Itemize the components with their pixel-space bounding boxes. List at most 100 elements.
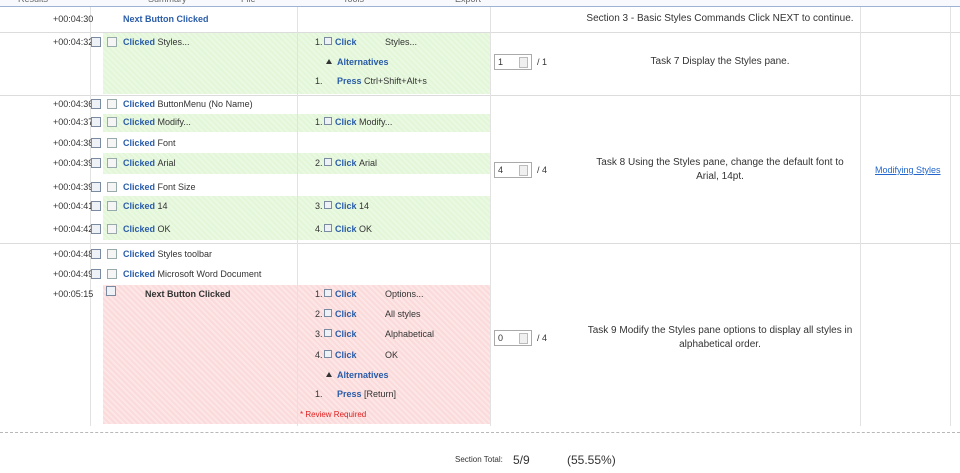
step-verb: Clicked (123, 99, 156, 109)
counter-value: 4 (498, 165, 504, 175)
step-time: +00:04:36 (53, 99, 94, 109)
alternative-target: Ctrl+Shift+Alt+s (364, 76, 427, 86)
step-verb: Clicked (123, 201, 156, 211)
log-icon (91, 269, 101, 279)
detail-icon (324, 289, 332, 297)
step-time: +00:04:41 (53, 201, 94, 211)
detail-verb: Click (335, 201, 357, 211)
task-text: Section 3 - Basic Styles Commands Click … (586, 13, 854, 24)
log-icon (91, 224, 101, 234)
row-border (0, 32, 960, 33)
alternatives-arrow (326, 59, 332, 64)
alternative-text: Press Ctrl+Shift+Alt+s (337, 75, 427, 87)
step-label: Next Button Clicked (123, 14, 209, 24)
log-icon (91, 37, 101, 47)
detail-target: 14 (359, 201, 370, 211)
row-border (0, 95, 960, 96)
step-text: Clicked OK (123, 223, 171, 235)
step-time: +00:05:15 (53, 289, 94, 299)
detail-verb: Click (335, 37, 357, 47)
step-highlight (103, 285, 490, 424)
column-border (950, 7, 951, 426)
review-flag: * Review Required (300, 410, 367, 419)
alternative-target: [Return] (364, 389, 397, 399)
column-border (860, 7, 861, 426)
tab[interactable]: Results (18, 0, 48, 5)
step-icon (107, 99, 117, 109)
counter-spinner[interactable] (519, 333, 528, 344)
tab[interactable]: Summary (148, 0, 187, 5)
detail-verb: Click (335, 329, 357, 339)
detail-target: All styles (385, 309, 421, 319)
step-verb: Clicked (123, 269, 156, 279)
step-target: Font Size (157, 182, 196, 192)
counter-input[interactable]: 1 (494, 54, 532, 70)
column-border (490, 7, 491, 426)
step-icon (107, 269, 117, 279)
log-icon (91, 99, 101, 109)
detail-text: Click 14 (335, 200, 369, 212)
alternative-text: Press [Return] (337, 388, 396, 400)
step-text: Clicked Font (123, 137, 176, 149)
section-divider (0, 432, 960, 433)
help-link[interactable]: Modifying Styles (875, 165, 941, 175)
step-target: Styles toolbar (157, 249, 213, 259)
step-verb: Clicked (123, 182, 156, 192)
step-verb: Clicked (123, 117, 156, 127)
step-highlight (103, 33, 490, 94)
step-time: +00:04:37 (53, 117, 94, 127)
step-time: +00:04:42 (53, 224, 94, 234)
step-icon (107, 249, 117, 259)
step-time: +00:04:49 (53, 269, 94, 279)
counter-total: / 4 (537, 165, 548, 175)
detail-text: Click OK (335, 223, 372, 235)
detail-target: Styles... (385, 37, 418, 47)
detail-target: OK (359, 224, 373, 234)
alternative-number: 1. (315, 389, 323, 399)
counter-spinner[interactable] (519, 165, 528, 176)
step-icon (107, 138, 117, 148)
counter-spinner[interactable] (519, 57, 528, 68)
detail-number: 1. (315, 117, 323, 127)
step-target: Styles... (157, 37, 190, 47)
detail-verb: Click (335, 350, 357, 360)
task-text: Task 7 Display the Styles pane. (650, 56, 790, 67)
detail-number: 1. (315, 289, 323, 299)
step-verb: Clicked (123, 37, 156, 47)
counter-input[interactable]: 0 (494, 330, 532, 346)
detail-number: 2. (315, 158, 323, 168)
detail-number: 2. (315, 309, 323, 319)
tab-bar: Results Summary File Tools Export (0, 0, 960, 7)
column-border (297, 7, 298, 426)
step-highlight (103, 153, 490, 174)
detail-verb: Click (335, 289, 357, 299)
step-verb: Clicked (123, 138, 156, 148)
step-icon (106, 286, 116, 296)
tab[interactable]: Export (455, 0, 481, 5)
detail-target: Modify... (359, 117, 393, 127)
step-icon (107, 37, 117, 47)
step-time: +00:04:32 (53, 37, 94, 47)
log-icon (91, 138, 101, 148)
tab[interactable]: Tools (343, 0, 364, 5)
detail-target: Options... (385, 289, 424, 299)
step-text: Clicked Microsoft Word Document (123, 268, 261, 280)
step-target: 14 (157, 201, 168, 211)
step-icon (107, 201, 117, 211)
detail-number: 3. (315, 329, 323, 339)
step-text: Clicked Arial (123, 157, 176, 169)
alternative-number: 1. (315, 76, 323, 86)
step-icon (107, 182, 117, 192)
step-text: Clicked 14 (123, 200, 168, 212)
step-time: +00:04:30 (53, 14, 94, 24)
log-icon (91, 201, 101, 211)
counter-input[interactable]: 4 (494, 162, 532, 178)
detail-icon (324, 117, 332, 125)
row-border (0, 243, 960, 244)
counter-total: / 1 (537, 57, 548, 67)
tab[interactable]: File (241, 0, 256, 5)
step-text: Clicked ButtonMenu (No Name) (123, 98, 253, 110)
detail-target: Arial (359, 158, 378, 168)
detail-icon (324, 37, 332, 45)
detail-icon (324, 224, 332, 232)
